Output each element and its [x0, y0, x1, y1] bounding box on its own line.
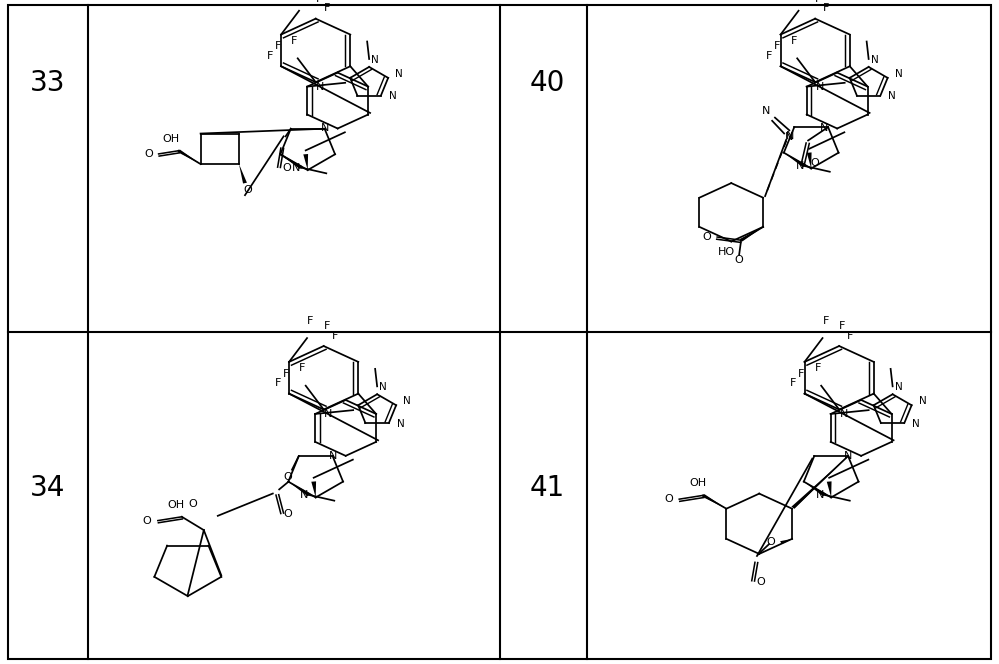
Text: F: F [307, 315, 314, 325]
Text: OH: OH [689, 478, 706, 488]
Text: F: F [822, 315, 829, 325]
Text: N: N [888, 91, 896, 101]
Text: N: N [372, 55, 379, 65]
Text: O: O [702, 232, 711, 242]
Text: N: N [839, 409, 848, 419]
Text: O: O [284, 471, 293, 481]
Text: N: N [785, 131, 793, 141]
Polygon shape [740, 227, 763, 242]
Polygon shape [784, 153, 806, 167]
Text: F: F [847, 331, 854, 341]
Text: HO: HO [718, 247, 735, 257]
Text: N: N [324, 409, 333, 419]
Text: F: F [300, 363, 306, 373]
Text: F: F [275, 41, 281, 51]
Text: N: N [919, 396, 926, 406]
Text: N: N [389, 91, 397, 101]
Text: F: F [774, 41, 780, 51]
Text: N: N [404, 396, 411, 406]
Polygon shape [304, 154, 308, 170]
Text: N: N [397, 418, 405, 428]
Polygon shape [702, 494, 726, 509]
Text: O: O [810, 157, 819, 168]
Text: F: F [798, 369, 804, 378]
Text: N: N [786, 131, 794, 141]
Text: F: F [267, 51, 273, 61]
Text: F: F [791, 36, 797, 46]
Polygon shape [281, 154, 303, 169]
Polygon shape [289, 481, 311, 496]
Text: OH: OH [162, 133, 179, 143]
Polygon shape [807, 153, 811, 169]
Polygon shape [178, 149, 201, 164]
Polygon shape [239, 164, 247, 183]
Text: F: F [823, 3, 830, 13]
Text: N: N [316, 82, 325, 92]
Text: O: O [283, 163, 291, 173]
Text: F: F [332, 331, 339, 341]
Text: N: N [329, 451, 337, 461]
Text: N: N [293, 163, 301, 173]
Text: N: N [321, 124, 329, 133]
Text: 33: 33 [30, 69, 66, 97]
Text: OH: OH [167, 500, 185, 510]
Text: F: F [790, 378, 796, 388]
Text: N: N [796, 161, 804, 171]
Text: 41: 41 [529, 474, 565, 502]
Text: F: F [815, 0, 822, 4]
Polygon shape [791, 456, 848, 509]
Polygon shape [780, 539, 792, 544]
Text: F: F [316, 0, 323, 4]
Text: O: O [244, 185, 253, 195]
Text: F: F [766, 51, 772, 61]
Polygon shape [827, 481, 831, 497]
Text: F: F [324, 3, 331, 13]
Text: N: N [380, 382, 387, 392]
Text: F: F [292, 36, 298, 46]
Text: 34: 34 [30, 474, 66, 502]
Text: N: N [301, 490, 309, 500]
Text: N: N [815, 82, 824, 92]
Text: N: N [871, 55, 878, 65]
Polygon shape [312, 481, 316, 497]
Text: O: O [188, 499, 197, 509]
Text: N: N [396, 69, 403, 79]
Text: O: O [664, 494, 672, 504]
Text: O: O [756, 577, 765, 587]
Text: N: N [912, 418, 920, 428]
Text: F: F [839, 321, 846, 331]
Text: O: O [144, 149, 153, 159]
Polygon shape [804, 481, 826, 496]
Text: N: N [844, 451, 852, 461]
Text: F: F [324, 321, 331, 331]
Text: O: O [284, 509, 293, 519]
Text: F: F [815, 363, 821, 373]
Text: N: N [895, 382, 902, 392]
Text: F: F [275, 378, 281, 388]
Text: O: O [734, 255, 743, 265]
Text: O: O [766, 537, 775, 547]
Text: F: F [283, 369, 289, 378]
Text: N: N [820, 124, 828, 133]
Text: N: N [762, 106, 770, 116]
Text: N: N [895, 69, 902, 79]
Text: N: N [816, 490, 824, 500]
Text: 40: 40 [529, 69, 565, 97]
Text: O: O [143, 515, 152, 526]
